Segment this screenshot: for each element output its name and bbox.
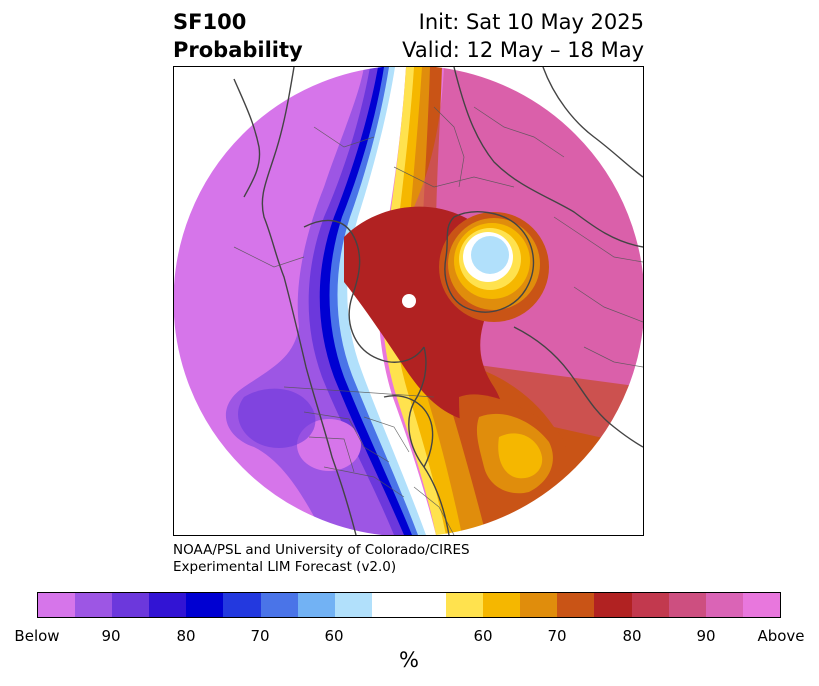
colorbar-cell (186, 593, 224, 617)
colorbar-cell (112, 593, 150, 617)
credit-text: NOAA/PSL and University of Colorado/CIRE… (173, 542, 470, 576)
colorbar-cell (297, 593, 335, 617)
colorbar-tick-label: Above (757, 627, 805, 645)
colorbar-cell (408, 593, 447, 617)
colorbar-cell (705, 593, 743, 617)
colorbar-tick-label: 70 (547, 627, 567, 645)
colorbar-cell (446, 593, 484, 617)
colorbar-cell (668, 593, 706, 617)
forecast-dates: Init: Sat 10 May 2025 Valid: 12 May – 18… (402, 8, 644, 64)
chart-title: SF100 Probability (173, 8, 303, 64)
colorbar-tick-label: 80 (176, 627, 196, 645)
colorbar-cell (223, 593, 261, 617)
colorbar-cell (520, 593, 558, 617)
colorbar-cell (38, 593, 76, 617)
colorbar-cell (75, 593, 113, 617)
init-date: Init: Sat 10 May 2025 (418, 10, 644, 34)
colorbar-cell (483, 593, 521, 617)
colorbar-cell (594, 593, 632, 617)
colorbar-cell (557, 593, 595, 617)
colorbar-cell (631, 593, 669, 617)
polar-map (173, 66, 644, 536)
colorbar-cell (260, 593, 298, 617)
coastlines (233, 67, 643, 535)
colorbar-cell (149, 593, 187, 617)
colorbar-cell (742, 593, 780, 617)
colorbar-tick-label: 60 (324, 627, 344, 645)
colorbar-cell (371, 593, 409, 617)
credit-line-1: NOAA/PSL and University of Colorado/CIRE… (173, 542, 470, 558)
colorbar-tick-label: 60 (473, 627, 493, 645)
colorbar-tick-label: 70 (250, 627, 270, 645)
colorbar-unit: % (399, 648, 419, 672)
probability-map-svg (174, 67, 643, 535)
colorbar-tick-label: Below (14, 627, 60, 645)
colorbar-tick-label: 80 (622, 627, 642, 645)
colorbar-cell (334, 593, 372, 617)
variable-subtitle: Probability (173, 38, 303, 62)
borders (233, 106, 643, 535)
colorbar-tick-label: 90 (101, 627, 121, 645)
colorbar-tick-label: 90 (696, 627, 716, 645)
colorbar (37, 592, 781, 618)
valid-range: Valid: 12 May – 18 May (402, 38, 644, 62)
credit-line-2: Experimental LIM Forecast (v2.0) (173, 559, 397, 575)
pole-marker (402, 294, 416, 308)
variable-name: SF100 (173, 10, 247, 34)
